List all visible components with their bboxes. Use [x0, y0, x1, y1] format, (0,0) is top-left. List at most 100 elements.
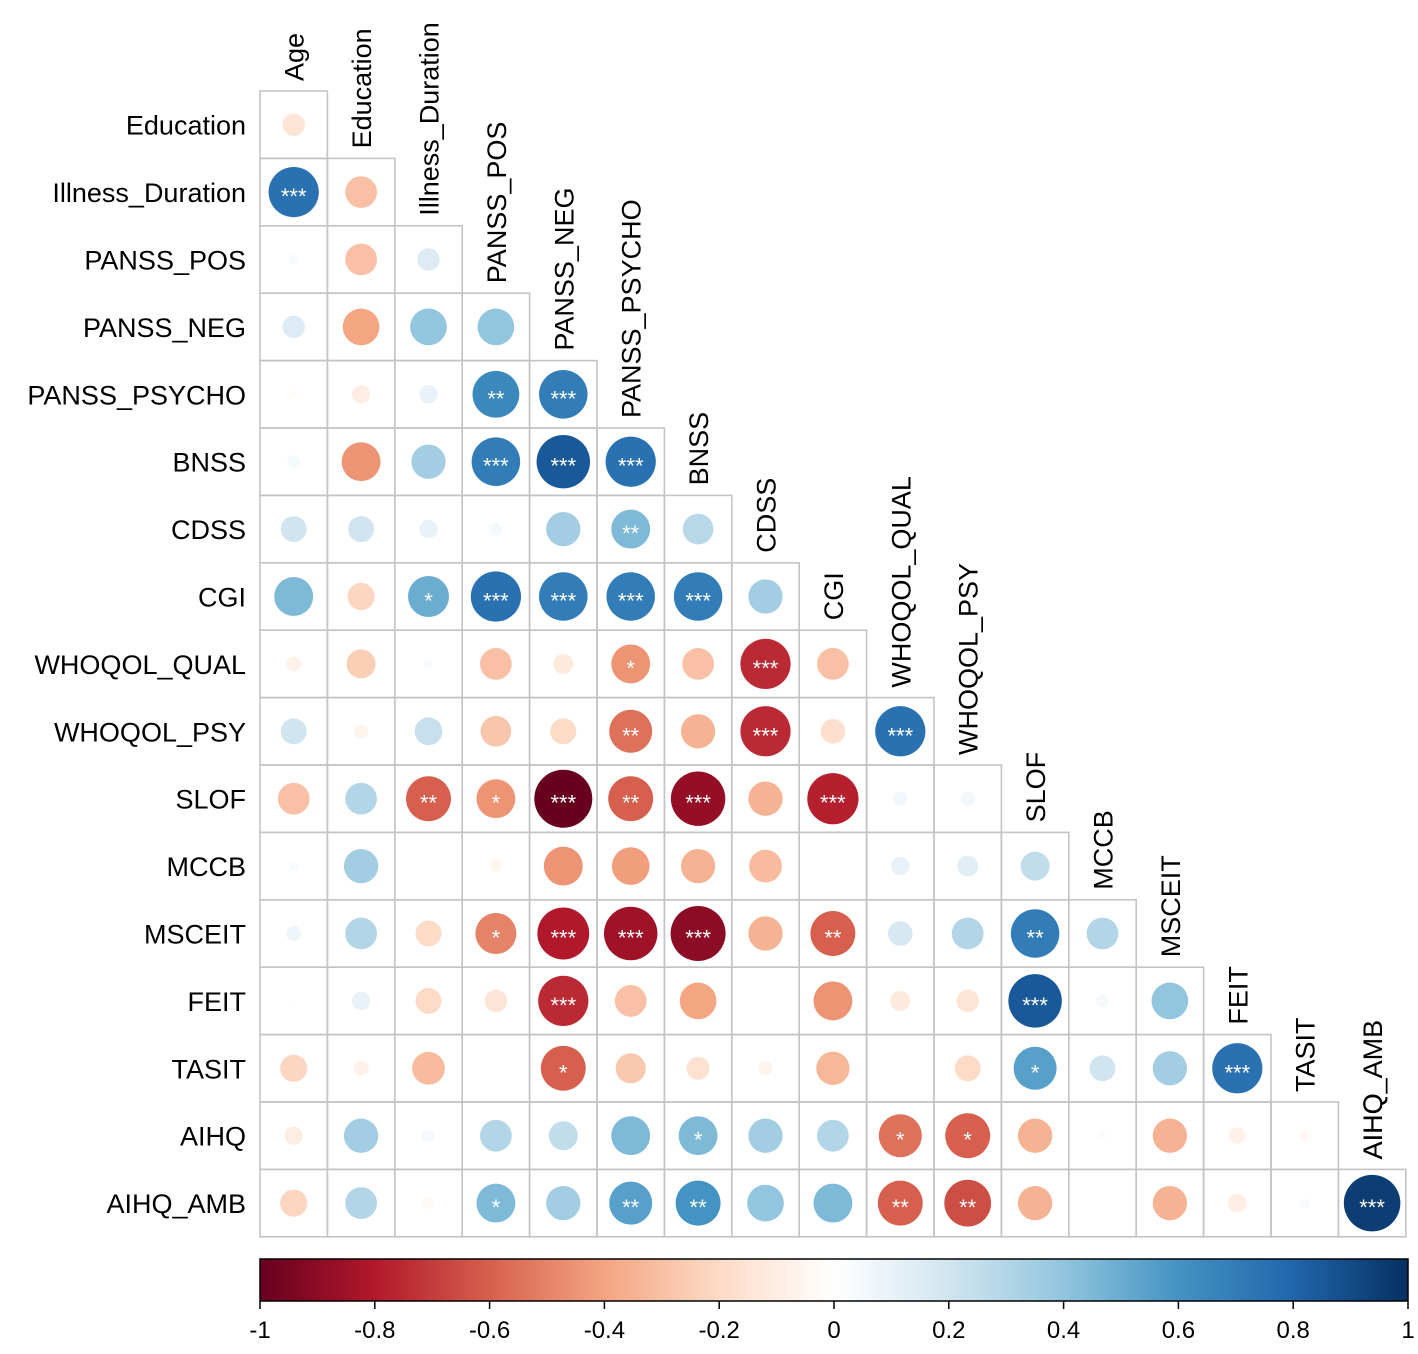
correlation-circle: [348, 516, 375, 543]
correlation-circle: [614, 985, 647, 1017]
correlation-circle: [1152, 1051, 1188, 1086]
correlation-circle: [282, 113, 305, 136]
correlation-circle: [875, 706, 926, 757]
correlation-circle: [343, 1118, 379, 1153]
significance-label: ***: [550, 791, 576, 816]
correlation-circle: [1229, 1127, 1246, 1144]
correlation-circle: [813, 981, 853, 1021]
colorbar-tick-label: 0.8: [1277, 1317, 1310, 1344]
significance-label: ***: [685, 589, 711, 614]
correlation-circle: [748, 916, 783, 951]
correlation-circle: [288, 861, 299, 872]
significance-label: **: [959, 1195, 977, 1220]
significance-label: ***: [753, 656, 779, 681]
correlation-circle: [1020, 851, 1050, 881]
grid-layer: [259, 90, 1407, 1238]
significance-label: **: [487, 386, 505, 411]
column-label: FEIT: [1223, 966, 1253, 1025]
correlation-circle: [539, 572, 588, 621]
correlation-circle: [412, 1051, 445, 1085]
correlation-circle: [679, 982, 717, 1020]
row-label: WHOQOL_PSY: [54, 717, 246, 747]
correlation-circle: [280, 1054, 308, 1082]
row-label: Illness_Duration: [52, 178, 246, 208]
column-label: Illness_Duration: [415, 22, 445, 216]
column-label: TASIT: [1291, 1017, 1321, 1092]
correlation-circle: [944, 1179, 992, 1227]
colorbar-tick-label: -0.4: [584, 1317, 625, 1344]
colorbar-tick-label: 0.2: [932, 1317, 965, 1344]
significance-label: ***: [618, 589, 644, 614]
row-label: PANSS_PSYCHO: [27, 380, 246, 410]
column-label: Education: [347, 28, 377, 148]
row-label: MCCB: [167, 852, 247, 882]
correlation-circle: [611, 509, 651, 549]
correlation-circle: [546, 511, 581, 547]
column-label: PANSS_NEG: [549, 188, 579, 351]
column-label: MSCEIT: [1156, 855, 1186, 957]
correlation-circle: [608, 776, 654, 822]
correlation-circle: [280, 516, 307, 543]
correlation-circle: [351, 385, 371, 404]
matrix-cell: [1068, 1168, 1138, 1238]
correlation-circle: [758, 1061, 773, 1076]
significance-label: ***: [550, 454, 576, 479]
colorbar-tick-label: -0.6: [469, 1317, 510, 1344]
significance-layer: ***** ****** *** ****** *** *** *** **** ***** **…: [281, 184, 1386, 1220]
column-label: BNSS: [684, 412, 714, 486]
correlation-circle: [670, 771, 726, 826]
correlation-circle: [680, 714, 716, 749]
correlation-circle: [286, 925, 302, 942]
correlation-circle: [422, 1197, 435, 1209]
significance-label: *: [492, 926, 501, 951]
correlation-circle: [289, 390, 298, 399]
correlation-circle: [813, 1183, 853, 1223]
correlation-circle: [1017, 1118, 1053, 1153]
row-label: PANSS_NEG: [83, 313, 246, 343]
significance-label: ***: [550, 993, 576, 1018]
correlation-circle: [351, 991, 371, 1011]
correlation-circle: [748, 781, 783, 816]
correlation-circle: [342, 308, 380, 346]
correlation-circle: [353, 724, 369, 739]
correlation-circle: [477, 308, 515, 346]
row-label: PANSS_POS: [84, 246, 246, 276]
column-label: AIHQ_AMB: [1358, 1020, 1388, 1160]
correlation-circle: [290, 998, 297, 1004]
significance-label: ***: [550, 926, 576, 951]
significance-label: *: [1031, 1060, 1040, 1085]
correlation-circle: [540, 1045, 586, 1091]
significance-label: ***: [483, 454, 509, 479]
correlation-circle: [534, 769, 593, 828]
correlation-circle: [945, 1113, 991, 1159]
correlation-circle: [343, 848, 379, 884]
correlation-circle: [810, 911, 856, 956]
row-label: WHOQOL_QUAL: [34, 650, 246, 680]
significance-label: ***: [753, 723, 779, 748]
row-label: BNSS: [172, 448, 246, 478]
significance-label: **: [622, 1195, 640, 1220]
significance-label: *: [896, 1128, 905, 1153]
correlation-circle: [611, 1116, 651, 1156]
colorbar: -1 -0.8 -0.6 -0.4 -0.2 0 0.2 0.4 0.6 0.8 1: [249, 1258, 1415, 1344]
correlation-circle: [740, 638, 791, 690]
correlation-circle: [891, 856, 910, 876]
significance-label: ***: [1224, 1060, 1250, 1085]
significance-label: *: [963, 1128, 972, 1153]
row-label: AIHQ: [180, 1122, 246, 1152]
correlation-circle: [489, 522, 503, 536]
correlation-circle: [606, 572, 655, 621]
matrix-cell: [865, 1033, 935, 1103]
significance-label: ***: [820, 791, 846, 816]
correlation-circle: [807, 773, 859, 825]
significance-label: ***: [1359, 1195, 1385, 1220]
correlation-circle: [538, 975, 589, 1027]
correlation-circle: [1017, 1185, 1053, 1221]
significance-label: ***: [685, 791, 711, 816]
column-label: PANSS_PSYCHO: [617, 199, 647, 418]
correlation-circle: [1098, 1131, 1107, 1140]
significance-label: *: [492, 791, 501, 816]
correlation-circle: [1228, 1193, 1247, 1213]
correlation-circle: [740, 706, 791, 757]
correlation-circle: [480, 648, 512, 680]
